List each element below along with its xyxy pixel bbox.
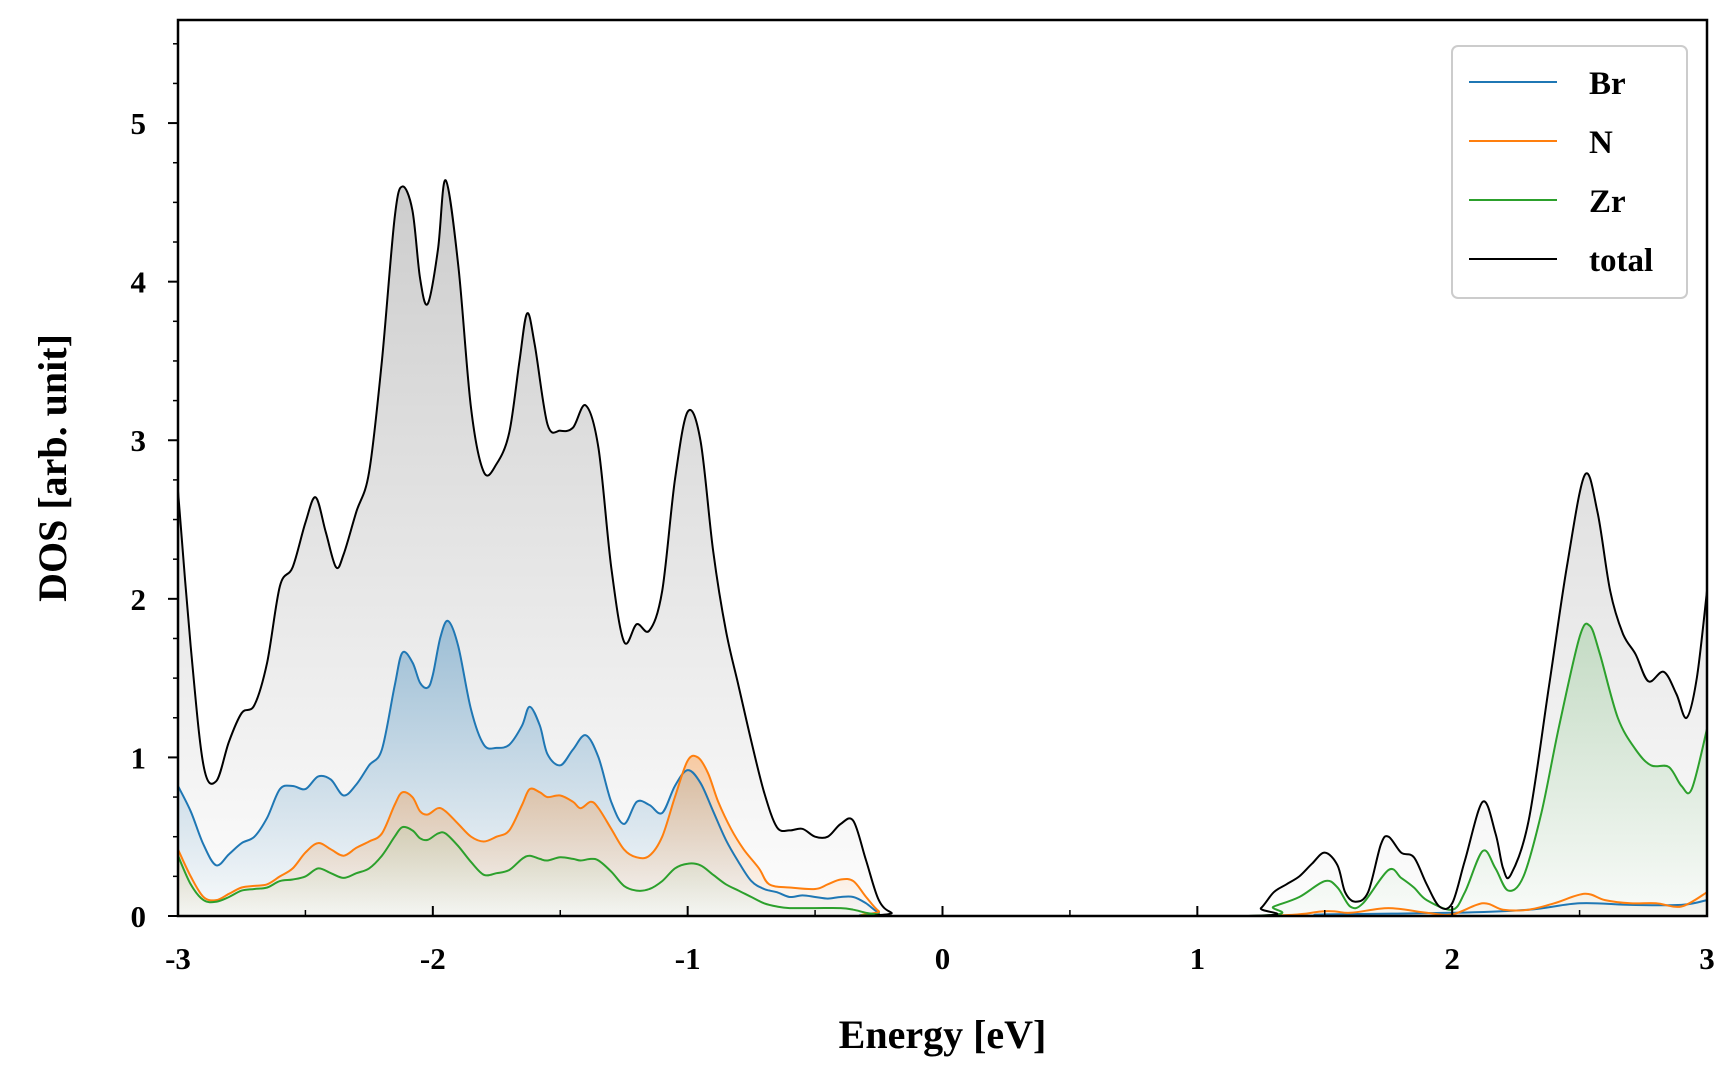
- series-fill-total: [178, 180, 1707, 916]
- x-tick-label: -2: [420, 941, 446, 976]
- legend-label-br: Br: [1589, 66, 1626, 102]
- y-tick-label: 2: [131, 582, 147, 617]
- y-tick-label: 4: [131, 265, 147, 300]
- legend-label-total: total: [1589, 243, 1653, 279]
- y-tick-label: 5: [131, 106, 147, 141]
- x-tick-label: -1: [675, 941, 701, 976]
- x-tick-label: 1: [1190, 941, 1206, 976]
- axes: -3 -2 -1 0 1 2 3 0 1 2 3 4 5: [131, 18, 1715, 976]
- x-tick-label: 3: [1699, 941, 1715, 976]
- y-tick-label: 0: [131, 899, 147, 934]
- series-line-total: [177, 179, 1708, 918]
- series-lines: [177, 179, 1708, 918]
- series-line-n: [177, 754, 1708, 918]
- legend-label-n: N: [1589, 125, 1613, 161]
- legend-label-zr: Zr: [1589, 184, 1626, 220]
- series-fill-zr: [178, 623, 1707, 916]
- x-axis-title: Energy [eV]: [839, 1012, 1047, 1057]
- x-tick-label: 0: [935, 941, 951, 976]
- series-line-zr: [177, 622, 1708, 918]
- x-tick-label: 2: [1444, 941, 1460, 976]
- legend: Br N Zr total: [1451, 45, 1688, 299]
- x-tick-label: -3: [165, 941, 191, 976]
- legend-box: [1451, 45, 1688, 299]
- y-tick-label: 3: [131, 423, 147, 458]
- y-tick-label: 1: [131, 740, 147, 775]
- y-axis-title: DOS [arb. unit]: [30, 334, 75, 602]
